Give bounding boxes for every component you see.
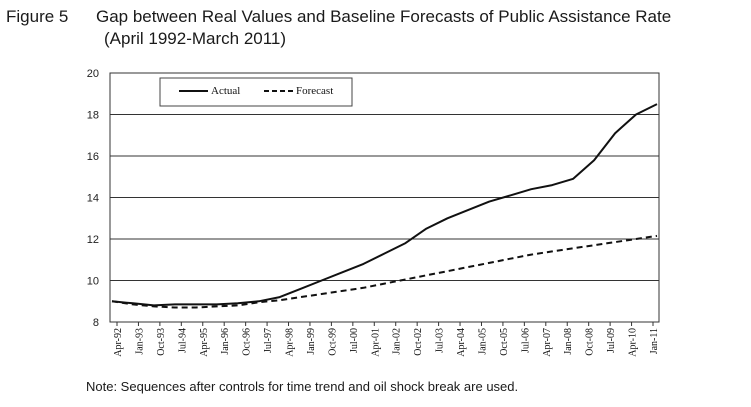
legend-actual-label: Actual xyxy=(211,85,240,97)
y-tick-label: 18 xyxy=(87,110,99,122)
x-tick-label: Oct-96 xyxy=(242,328,253,356)
plot-frame xyxy=(109,72,660,323)
x-tick-label: Apr-98 xyxy=(285,328,296,357)
footnote: Note: Sequences after controls for time … xyxy=(86,379,519,394)
x-tick-label: Jan-11 xyxy=(649,328,660,354)
x-tick-label: Oct-02 xyxy=(413,328,424,356)
grid-lines xyxy=(110,114,659,281)
x-tick-label: Jan-93 xyxy=(134,328,145,355)
figure-number: Figure 5 xyxy=(6,7,69,26)
x-tick-label: Jul-00 xyxy=(349,328,360,353)
x-tick-label: Apr-10 xyxy=(628,328,639,357)
figure-title: Gap between Real Values and Baseline For… xyxy=(96,7,672,26)
legend: Actual Forecast xyxy=(159,77,353,107)
x-tick-label: Jul-03 xyxy=(435,328,446,353)
legend-forecast-label: Forecast xyxy=(296,85,333,97)
x-tick-label: Oct-08 xyxy=(585,328,596,356)
x-tick-label: Jan-05 xyxy=(477,328,488,355)
y-tick-label: 10 xyxy=(87,276,99,288)
y-tick-label: 12 xyxy=(87,234,99,246)
x-tick-label: Jul-06 xyxy=(520,328,531,353)
x-tick-label: Jan-99 xyxy=(306,328,317,355)
series-line-forecast xyxy=(111,234,658,309)
x-tick-label: Jul-94 xyxy=(177,328,188,353)
x-tick-label: Apr-01 xyxy=(370,328,381,357)
series-line-actual xyxy=(111,103,658,307)
x-tick-label: Jul-09 xyxy=(606,328,617,353)
x-tick-label: Oct-99 xyxy=(327,328,338,356)
x-tick-label: Apr-07 xyxy=(542,328,553,357)
x-tick-label: Oct-05 xyxy=(499,328,510,356)
figure-subtitle: (April 1992-March 2011) xyxy=(104,29,287,48)
x-tick-labels: Apr-92 Jan-93 Oct-93 Jul-94 Apr-95 Jan-96 Oct-… xyxy=(113,322,660,357)
y-tick-labels: 8 10 12 14 16 18 20 xyxy=(87,68,99,329)
x-tick-label: Jan-08 xyxy=(563,328,574,355)
y-tick-label: 20 xyxy=(87,68,99,80)
y-tick-label: 16 xyxy=(87,151,99,163)
x-tick-label: Apr-95 xyxy=(199,328,210,357)
x-tick-label: Oct-93 xyxy=(156,328,167,356)
x-tick-label: Apr-92 xyxy=(113,328,124,357)
series-group xyxy=(111,103,658,309)
figure-title-block: Figure 5 Gap between Real Values and Base… xyxy=(6,6,751,50)
y-tick-label: 8 xyxy=(93,317,99,329)
x-tick-label: Jan-96 xyxy=(220,328,231,355)
y-tick-label: 14 xyxy=(87,193,99,205)
x-tick-label: Apr-04 xyxy=(456,328,467,357)
x-tick-label: Jul-97 xyxy=(263,328,274,353)
x-tick-label: Jan-02 xyxy=(392,328,403,355)
